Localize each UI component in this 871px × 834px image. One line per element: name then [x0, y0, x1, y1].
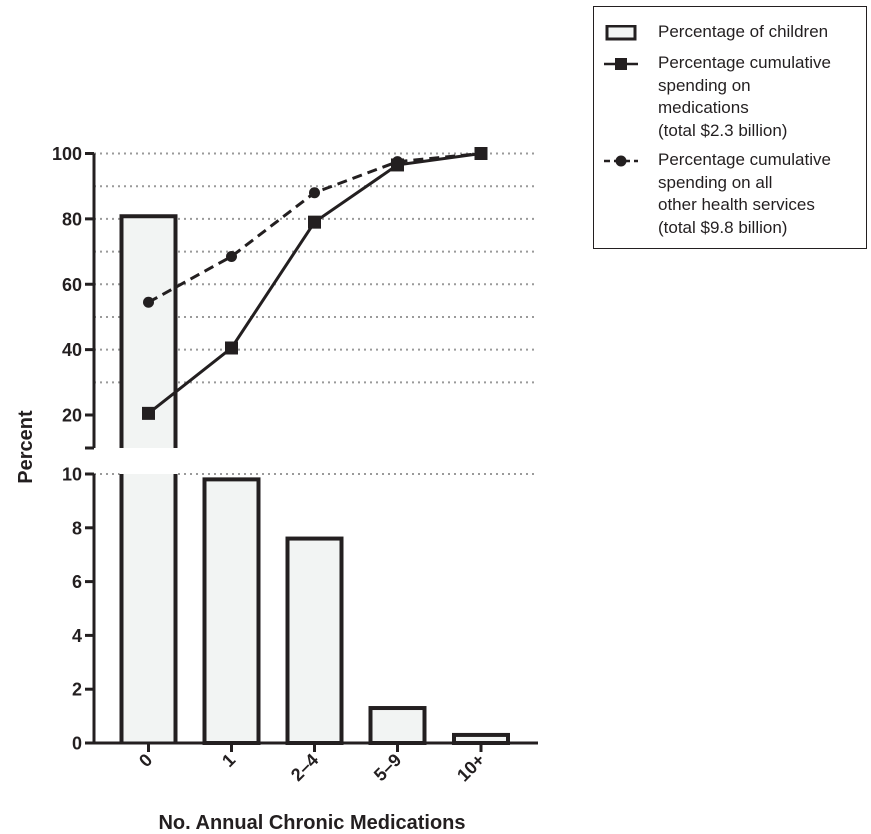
y-tick-label: 60: [62, 275, 82, 295]
axes: [85, 152, 538, 752]
y-tick-label: 4: [72, 626, 82, 646]
x-tick-label: 2–4: [287, 750, 322, 785]
medications-point: [225, 341, 238, 355]
other-services-point: [309, 187, 320, 199]
bar: [285, 536, 344, 745]
medications-point: [142, 406, 155, 420]
medications-point: [308, 215, 321, 229]
legend: Percentage of children Percentage cumula…: [593, 6, 867, 249]
medications-point: [474, 147, 488, 160]
y-tick-label: 80: [62, 209, 82, 229]
medications-point: [391, 158, 404, 172]
y-tick-label: 0: [72, 734, 82, 754]
bar: [119, 214, 178, 448]
y-tick-label: 6: [72, 572, 82, 592]
bars: [119, 214, 510, 746]
y-axis-title: Percent: [15, 410, 37, 484]
y-tick-label: 10: [62, 465, 82, 485]
series-lines: [142, 147, 488, 420]
bar: [119, 474, 178, 743]
bar: [202, 477, 261, 745]
other-services-point: [143, 296, 154, 308]
legend-label: Percentage cumulative spending on medica…: [658, 53, 831, 140]
bar-swatch-icon: [605, 25, 637, 41]
y-tick-label: 20: [62, 406, 82, 426]
x-tick-label: 10+: [453, 750, 489, 786]
x-tick-label: 5–9: [370, 750, 405, 785]
x-axis-title: No. Annual Chronic Medications: [158, 812, 465, 834]
bar-fill: [123, 474, 174, 743]
legend-label: Percentage of children: [658, 22, 829, 41]
bar: [368, 706, 427, 746]
y-tick-label: 2: [72, 680, 82, 700]
y-tick-label: 8: [72, 518, 82, 538]
legend-label: Percentage cumulative spending on all ot…: [658, 150, 831, 237]
other-services-point: [226, 250, 237, 262]
y-tick-label: 40: [62, 340, 82, 360]
x-tick-label: 1: [218, 750, 239, 771]
x-tick-label: 0: [135, 750, 156, 771]
square-marker-solid-line-icon: [604, 58, 638, 70]
circle-marker-dashed-line-icon: [604, 155, 638, 167]
axis-break-gap: [119, 448, 178, 474]
y-tick-label: 100: [52, 144, 82, 164]
